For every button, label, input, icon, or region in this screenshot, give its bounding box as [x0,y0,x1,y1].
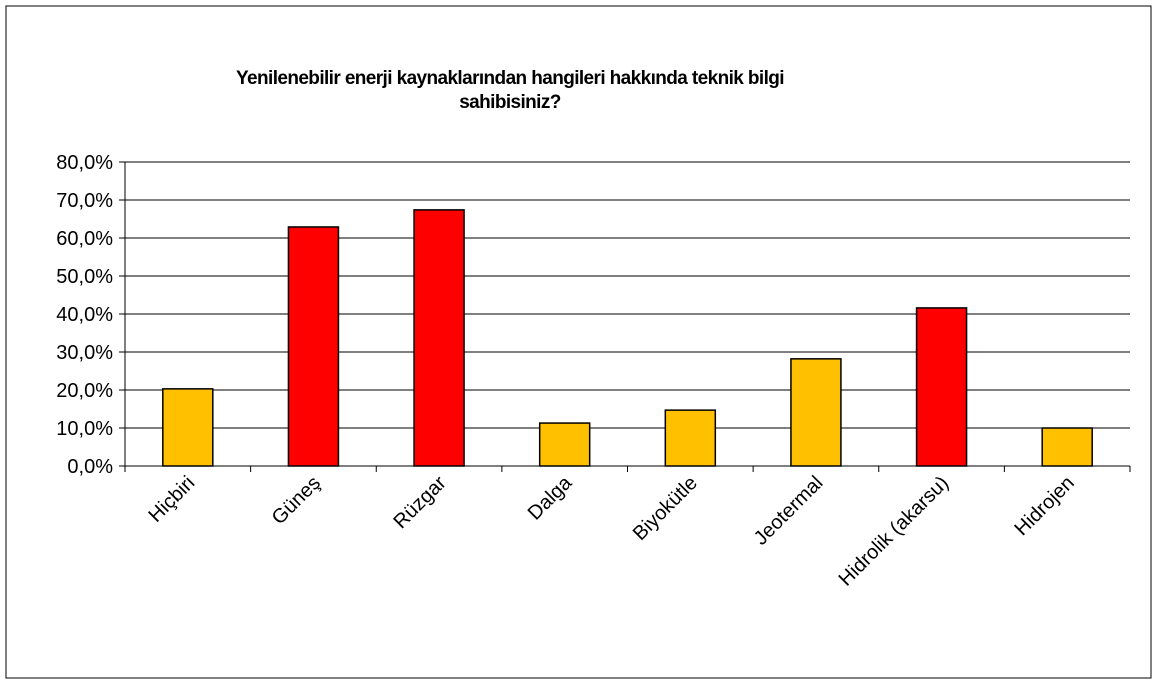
y-tick-label: 0,0% [67,456,113,478]
bar [413,209,465,467]
bar [162,388,214,467]
y-tick-label: 70,0% [56,190,113,212]
bar [915,307,968,467]
chart-title: Yenilenebilir enerji kaynaklarından hang… [236,68,784,89]
chart-frame [5,5,1152,679]
chart-title: sahibisiniz? [459,92,561,113]
bar [1041,427,1093,467]
bar [287,226,340,467]
bar [790,358,842,467]
y-tick-label: 60,0% [56,228,113,250]
y-tick-label: 40,0% [56,304,113,326]
y-tick-label: 10,0% [56,418,113,440]
y-tick-label: 30,0% [56,342,113,364]
y-tick-label: 20,0% [56,380,113,402]
y-tick-label: 80,0% [56,152,113,174]
bar [538,422,591,467]
y-tick-label: 50,0% [56,266,113,288]
bar [664,409,717,467]
